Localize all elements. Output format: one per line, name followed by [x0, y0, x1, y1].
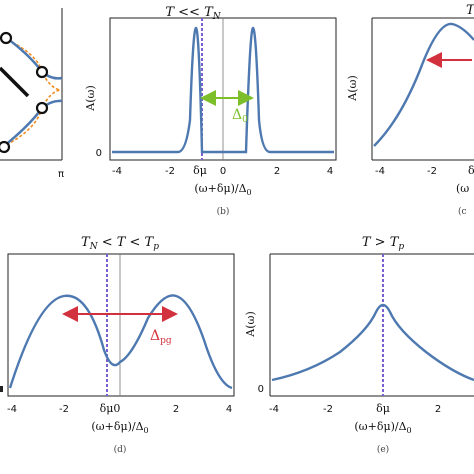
- panel-a: π: [0, 8, 64, 180]
- panel-c-title: T: [466, 3, 474, 18]
- panel-d-center-label: δμ0: [100, 402, 121, 415]
- panel-d-xtick-neg4: -4: [7, 404, 17, 415]
- panel-c-dmu-label: δ: [468, 164, 474, 177]
- panel-a-black-bar: [0, 66, 30, 98]
- panel-b-title: T << TN: [165, 5, 221, 22]
- panel-e-ytick-0: 0: [258, 384, 264, 395]
- panel-d-ytick-mark: [0, 386, 3, 392]
- panel-c-xtick-neg2: -2: [427, 166, 437, 177]
- panel-e-xtick-2: 2: [435, 404, 441, 415]
- panel-a-node-4: [0, 140, 11, 154]
- panel-c-xlabel: (ω: [456, 182, 469, 195]
- panel-d-curve: [8, 294, 233, 390]
- panel-b-xtick-4: 4: [327, 166, 333, 177]
- panel-b-xtick-neg4: -4: [112, 166, 122, 177]
- panel-b-xlabel: (ω+δμ)/Δ0: [194, 182, 251, 197]
- panel-e-xtick-neg4: -4: [269, 404, 279, 415]
- panel-e-curve: [271, 303, 474, 382]
- panel-e: T > Tp A(ω) 0 -4 -2 δμ 2 (ω+δμ)/Δ0 (e): [244, 235, 474, 455]
- panel-c-caption: (c: [458, 206, 467, 217]
- panel-b-gap-label: Δ0: [232, 107, 248, 125]
- panel-d-title: TN < T < Tp: [81, 235, 159, 252]
- panel-e-title: T > Tp: [362, 235, 405, 252]
- panel-a-node-1: [0, 31, 13, 45]
- panel-b-xtick-2: 2: [274, 166, 280, 177]
- panel-e-caption: (e): [377, 444, 389, 455]
- panel-b-xtick-neg2: -2: [165, 166, 175, 177]
- panel-d-xtick-neg2: -2: [59, 404, 69, 415]
- panel-a-tick-pi: π: [58, 169, 64, 180]
- panel-c-curve: [373, 22, 474, 147]
- panel-b-xtick-0: 0: [220, 166, 226, 177]
- panel-d-xlabel: (ω+δμ)/Δ0: [91, 420, 148, 435]
- panel-d-frame: [7, 253, 235, 397]
- panel-b-caption: (b): [217, 206, 230, 217]
- panel-a-node-2: [35, 65, 49, 79]
- panel-e-xtick-neg2: -2: [323, 404, 333, 415]
- panel-e-xlabel: (ω+δμ)/Δ0: [354, 420, 411, 435]
- panel-a-orange-dashed-curve: [3, 39, 61, 147]
- panel-c: T A(ω) -4 -2 δ (ω (c: [346, 3, 474, 217]
- panel-d-xtick-2: 2: [173, 404, 179, 415]
- panel-b-ytick-0: 0: [96, 148, 102, 159]
- panel-a-blue-curve-lower: [3, 99, 63, 147]
- panel-e-ylabel: A(ω): [244, 311, 257, 338]
- panel-d-gap-label: Δpg: [150, 328, 172, 346]
- panel-b: T << TN Δ0 A(ω) 0 -4 -2 0 2 4 δμ (ω+δμ)/…: [84, 5, 337, 217]
- panel-d-caption: (d): [114, 444, 127, 455]
- panel-a-node-3: [35, 101, 49, 115]
- panel-b-ylabel: A(ω): [84, 85, 97, 112]
- panel-e-dmu-label: δμ: [376, 402, 390, 415]
- panel-d-xtick-4: 4: [226, 404, 232, 415]
- panel-d: TN < T < Tp Δpg -4 -2 δμ0 2 4 (ω+δμ)/Δ0 …: [0, 235, 235, 455]
- panel-b-curve: [112, 26, 334, 154]
- panel-c-ylabel: A(ω): [346, 75, 359, 102]
- panel-c-xtick-neg4: -4: [375, 166, 385, 177]
- panel-b-dmu-label: δμ: [193, 164, 207, 177]
